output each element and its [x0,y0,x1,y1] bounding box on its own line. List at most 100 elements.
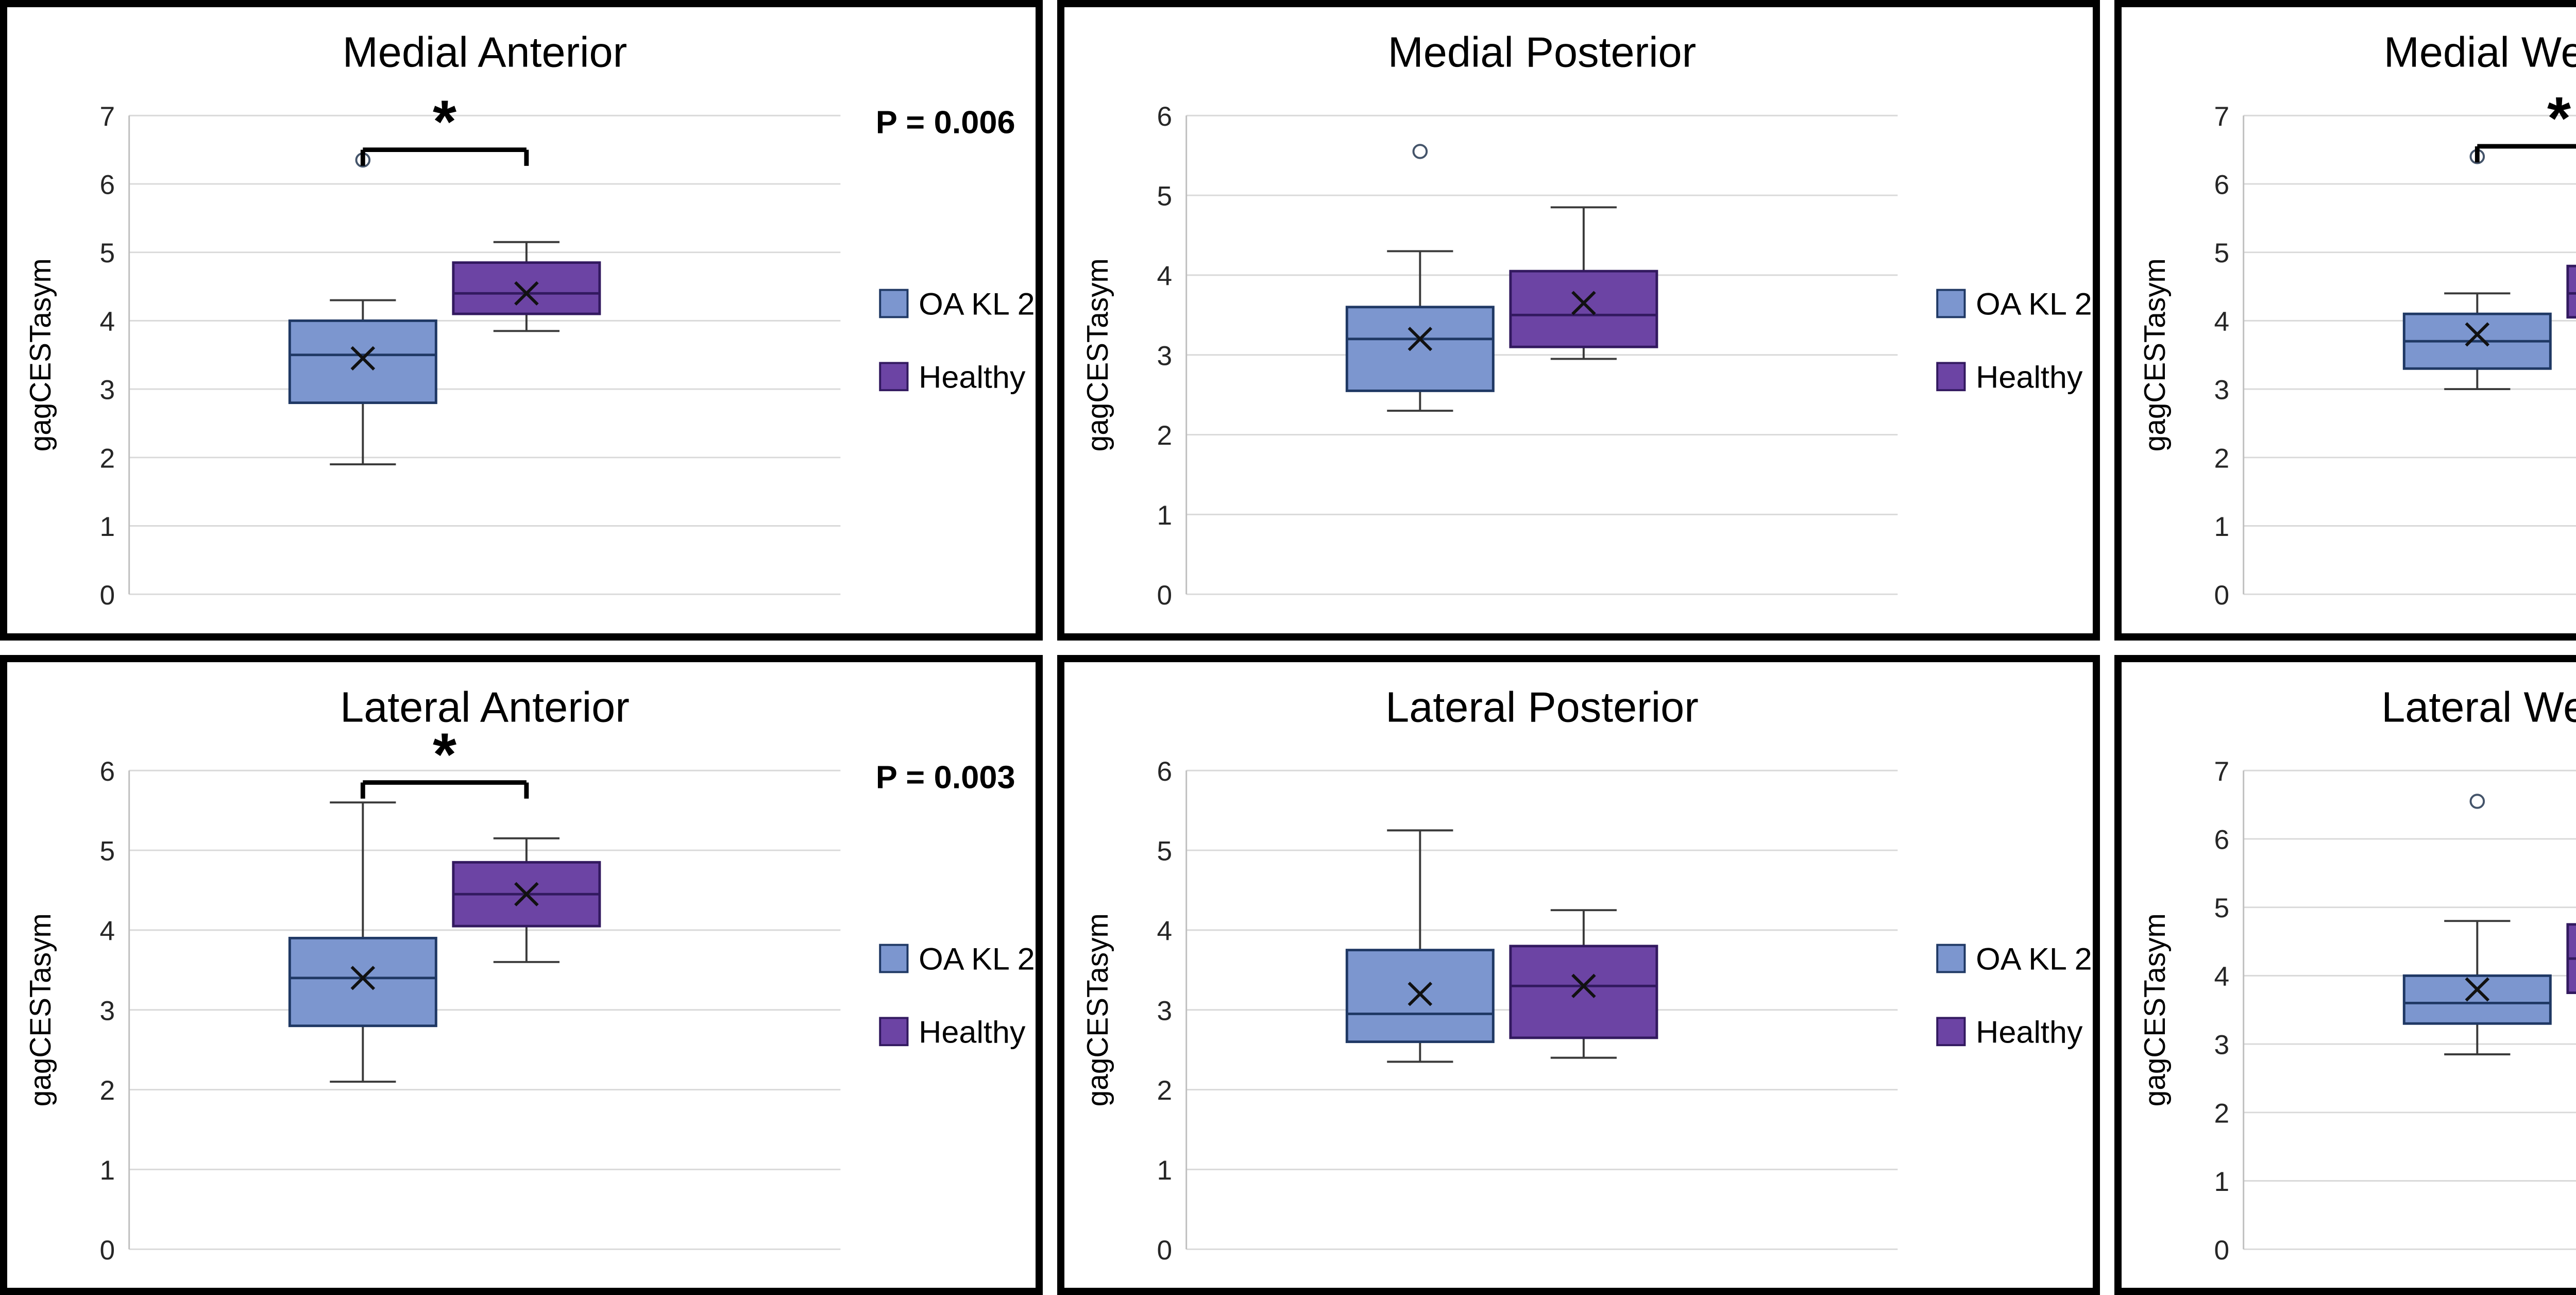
legend-label-oa: OA KL 2 [919,941,1035,976]
p-value-label: P = 0.006 [876,105,1015,141]
box-oa-kl-2 [1345,306,1495,392]
panel-title: Lateral Anterior [340,683,630,731]
boxplot-svg: 0 1 2 3 4 5 6 7 Lateral Weight-Bearing gagCESTasy… [2139,683,2576,1265]
mean-marker [350,346,376,371]
outlier-point [2469,793,2485,809]
y-tick-label: 4 [1157,261,1172,292]
y-axis-label: gagCESTasym [2139,913,2172,1106]
y-tick-label: 2 [1157,1075,1172,1106]
box-oa-kl-2 [288,936,437,1027]
panel-medial-weight-bearing: 0 1 2 3 4 5 6 7 Medial Weight-Bearing gagCESTasym… [2114,0,2576,641]
legend-swatch-oa [879,289,909,318]
box-oa-kl-2 [288,319,437,405]
y-tick-label: 5 [1157,181,1172,212]
mean-marker [2465,322,2490,347]
mean-marker [1408,327,1433,351]
boxplot-svg: 0 1 2 3 4 5 6 Lateral Anterior gagCESTasym * P = 0… [24,683,1035,1265]
mean-marker [2465,977,2490,1001]
y-tick-label: 3 [2214,1030,2229,1060]
y-tick-label: 0 [99,580,115,611]
y-tick-label: 5 [2214,238,2229,268]
mean-marker [1571,291,1596,315]
boxplot-svg: 0 1 2 3 4 5 6 Medial Posterior gagCESTasym OA KL … [1081,29,2092,611]
mean-marker [514,281,539,306]
significance-asterisk: * [433,720,456,787]
y-tick-label: 1 [99,1155,115,1186]
y-axis-label: gagCESTasym [2139,258,2172,451]
panel-lateral-posterior: 0 1 2 3 4 5 6 Lateral Posterior gagCESTasym OA KL… [1057,654,2100,1295]
y-tick-label: 1 [99,512,115,542]
y-tick-label: 0 [1157,580,1172,611]
legend-label-healthy: Healthy [1976,360,2083,395]
legend-swatch-healthy [879,1016,909,1046]
panel-lateral-anterior: 0 1 2 3 4 5 6 Lateral Anterior gagCESTasym * P = 0… [0,654,1043,1295]
y-tick-label: 1 [2214,1167,2229,1197]
y-tick-label: 4 [2214,962,2229,992]
y-tick-label: 5 [99,238,115,268]
y-tick-label: 7 [99,102,115,132]
mean-marker [1408,981,1433,1006]
legend-swatch-oa [1936,289,1966,318]
y-tick-label: 1 [1157,1155,1172,1186]
panel-title: Medial Posterior [1388,29,1696,76]
y-axis-label: gagCESTasym [24,258,57,451]
box-oa-kl-2 [2402,974,2552,1025]
y-tick-label: 3 [1157,341,1172,371]
y-axis-label: gagCESTasym [24,913,57,1106]
boxplot-svg: 0 1 2 3 4 5 6 Lateral Posterior gagCESTasym OA KL… [1081,683,2092,1265]
y-tick-label: 4 [1157,916,1172,946]
box-healthy [1509,944,1658,1039]
y-axis-label: gagCESTasym [1081,258,1114,451]
panel-lateral-weight-bearing: 0 1 2 3 4 5 6 7 Lateral Weight-Bearing gagCESTasy… [2114,654,2576,1295]
y-tick-label: 4 [2214,307,2229,337]
legend-swatch-healthy [1936,1016,1966,1046]
legend-swatch-healthy [1936,362,1966,392]
y-tick-label: 6 [99,170,115,200]
legend-label-healthy: Healthy [919,360,1026,395]
outlier-point [1412,144,1428,159]
y-tick-label: 2 [99,444,115,474]
boxplot-svg: 0 1 2 3 4 5 6 7 Medial Weight-Bearing gagCESTasym… [2139,29,2576,611]
y-tick-label: 3 [1157,996,1172,1026]
panel-title: Lateral Weight-Bearing [2381,683,2576,731]
significance-asterisk: * [433,87,456,155]
legend-label-oa: OA KL 2 [1976,287,2092,322]
y-tick-label: 2 [2214,1098,2229,1129]
y-tick-label: 3 [99,375,115,406]
y-tick-label: 0 [1157,1235,1172,1265]
legend-label-healthy: Healthy [1976,1014,2083,1049]
y-tick-label: 3 [2214,375,2229,406]
y-tick-label: 4 [99,916,115,946]
panel-title: Medial Anterior [343,29,627,76]
mean-marker [1571,973,1596,998]
y-tick-label: 2 [99,1075,115,1106]
mean-marker [514,882,539,906]
y-tick-label: 1 [1157,500,1172,531]
y-tick-label: 6 [2214,825,2229,855]
y-tick-label: 2 [2214,444,2229,474]
box-healthy [1509,270,1658,348]
y-tick-label: 7 [2214,756,2229,786]
legend-label-oa: OA KL 2 [919,287,1035,322]
panel-title: Lateral Posterior [1385,683,1699,731]
panel-medial-posterior: 0 1 2 3 4 5 6 Medial Posterior gagCESTasym OA KL … [1057,0,2100,641]
y-tick-label: 2 [1157,421,1172,451]
significance-asterisk: * [2547,84,2571,152]
y-tick-label: 6 [1157,756,1172,786]
mean-marker [350,965,376,990]
legend-swatch-oa [1936,944,1966,973]
legend-label-oa: OA KL 2 [1976,941,2092,976]
y-tick-label: 1 [2214,512,2229,542]
box-healthy [452,261,601,315]
y-tick-label: 5 [1157,836,1172,866]
legend-swatch-healthy [879,362,909,392]
y-tick-label: 6 [1157,102,1172,132]
y-tick-label: 7 [2214,102,2229,132]
y-tick-label: 6 [2214,170,2229,200]
legend-swatch-oa [879,944,909,973]
y-tick-label: 3 [99,996,115,1026]
box-healthy [2566,264,2576,319]
y-tick-label: 0 [2214,1235,2229,1265]
y-tick-label: 5 [99,836,115,866]
